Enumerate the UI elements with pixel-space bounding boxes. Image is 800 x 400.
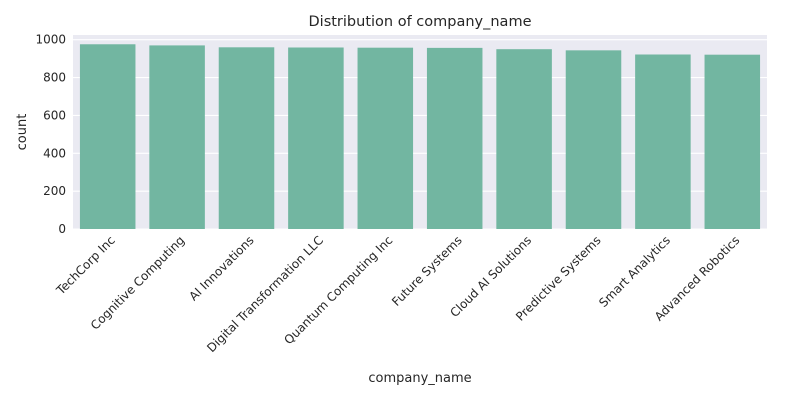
x-tick-label: TechCorp Inc xyxy=(53,233,118,298)
x-tick-label: Digital Transformation LLC xyxy=(204,233,326,355)
bar xyxy=(357,47,414,230)
x-tick-label: Future Systems xyxy=(389,233,465,309)
bar xyxy=(496,49,552,229)
x-tick-label: Smart Analytics xyxy=(596,233,673,310)
y-tick-label: 800 xyxy=(43,71,66,85)
bar xyxy=(565,50,622,229)
x-axis-title: company_name xyxy=(368,371,471,386)
y-axis-ticks: 0 200 400 600 800 1000 xyxy=(35,33,66,236)
chart-title: Distribution of company_name xyxy=(309,14,532,30)
y-tick-label: 200 xyxy=(43,184,66,198)
y-tick-label: 0 xyxy=(58,222,66,236)
y-axis-title: count xyxy=(15,114,30,151)
bar xyxy=(218,47,275,229)
bar xyxy=(426,47,483,230)
y-tick-label: 600 xyxy=(43,108,66,122)
y-tick-label: 1000 xyxy=(35,33,66,47)
x-tick-label: AI Innovations xyxy=(186,233,256,303)
y-tick-label: 400 xyxy=(43,146,66,160)
bars xyxy=(79,44,761,230)
bar xyxy=(288,47,344,230)
bar xyxy=(79,44,136,230)
bar xyxy=(149,45,205,229)
bar xyxy=(704,54,761,230)
bar xyxy=(635,54,691,230)
